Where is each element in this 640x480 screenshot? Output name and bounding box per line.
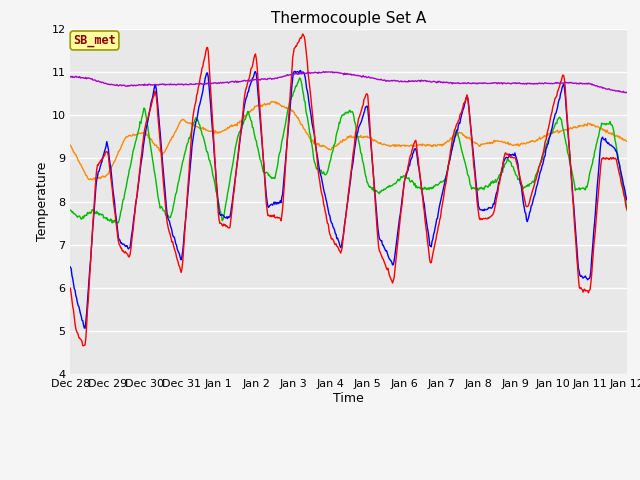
Title: Thermocouple Set A: Thermocouple Set A — [271, 11, 426, 26]
X-axis label: Time: Time — [333, 392, 364, 405]
Y-axis label: Temperature: Temperature — [36, 162, 49, 241]
Text: SB_met: SB_met — [73, 34, 116, 47]
